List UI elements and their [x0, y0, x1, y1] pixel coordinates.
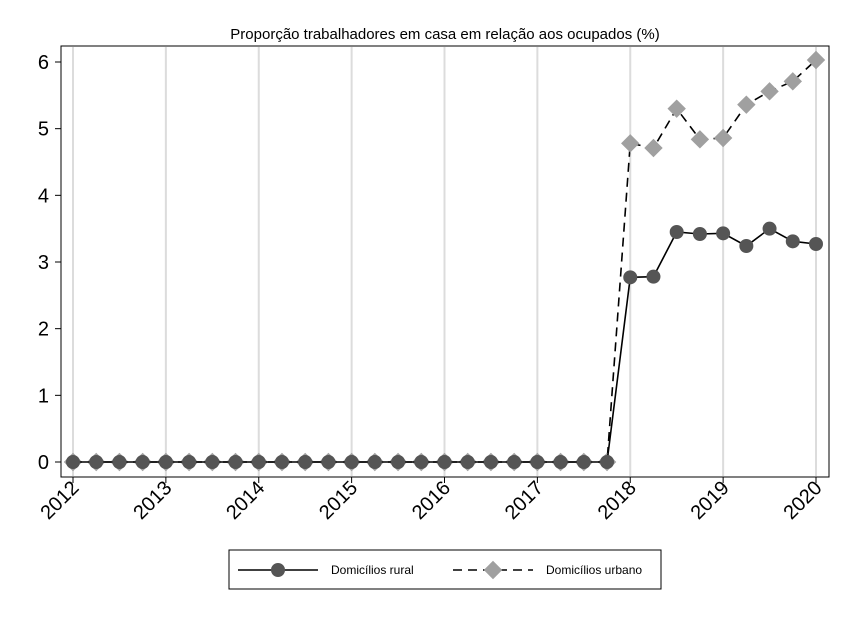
data-point-rural-29	[739, 239, 754, 253]
legend-marker-rural	[271, 563, 285, 577]
data-point-rural-12	[344, 455, 359, 469]
x-tick-label-2016: 2016	[408, 477, 455, 524]
data-point-rural-18	[483, 455, 498, 469]
data-point-rural-6	[205, 455, 220, 469]
data-point-rural-26	[669, 225, 684, 239]
data-point-rural-24	[623, 270, 638, 285]
data-point-urbano-26	[667, 99, 686, 118]
data-point-rural-2	[112, 455, 127, 469]
data-point-urbano-28	[713, 128, 733, 148]
data-point-rural-0	[66, 455, 80, 469]
y-tick-label-1: 1	[38, 385, 49, 407]
y-tick-label-5: 5	[38, 119, 49, 141]
x-tick-label-2017: 2017	[501, 477, 548, 524]
data-point-rural-19	[507, 455, 522, 469]
data-point-urbano-32	[806, 50, 826, 70]
y-tick-label-4: 4	[38, 185, 49, 207]
chart-title: Proporção trabalhadores em casa em relaç…	[230, 26, 659, 43]
data-point-urbano-25	[644, 138, 663, 158]
legend-label-urbano: Domicílios urbano	[546, 563, 642, 577]
data-point-rural-15	[414, 455, 429, 469]
series	[63, 50, 826, 472]
data-point-rural-27	[692, 227, 707, 241]
x-tick-label-2020: 2020	[780, 477, 827, 524]
data-point-rural-8	[251, 455, 266, 469]
y-tick-label-6: 6	[38, 52, 49, 74]
y-tick-label-0: 0	[38, 452, 49, 474]
series-rural	[66, 221, 823, 469]
data-point-rural-30	[762, 221, 777, 236]
data-point-rural-21	[553, 455, 568, 469]
x-tick-label-2019: 2019	[687, 477, 734, 524]
x-tick-label-2015: 2015	[315, 477, 362, 524]
legend: Domicílios rural Domicílios urbano	[228, 549, 662, 590]
data-point-rural-25	[646, 269, 661, 284]
data-point-rural-16	[437, 455, 452, 469]
data-point-rural-9	[274, 455, 289, 469]
data-point-rural-23	[600, 455, 615, 469]
grid-lines	[72, 47, 817, 476]
data-point-urbano-27	[690, 130, 710, 149]
data-point-urbano-24	[621, 134, 640, 153]
x-tick-label-2012: 2012	[37, 477, 84, 524]
data-point-rural-5	[182, 455, 197, 469]
data-point-rural-4	[158, 455, 173, 469]
x-tick-label-2014: 2014	[222, 477, 269, 524]
y-tick-label-3: 3	[38, 252, 49, 274]
data-point-rural-17	[460, 455, 475, 469]
data-point-rural-22	[576, 455, 591, 469]
data-point-rural-11	[321, 455, 336, 469]
data-point-rural-20	[530, 455, 545, 469]
data-point-rural-7	[228, 455, 243, 469]
legend-label-rural: Domicílios rural	[331, 563, 414, 577]
data-point-rural-13	[367, 455, 382, 469]
y-tick-label-2: 2	[38, 319, 49, 341]
axes: 2012 2013 2014 2015 2016 2017 2018 2019 2020 0 1 2 3…	[37, 45, 830, 524]
x-tick-label-2013: 2013	[129, 477, 176, 524]
data-point-rural-1	[89, 455, 104, 469]
x-tick-label-2018: 2018	[594, 477, 641, 524]
legend-marker-urbano	[483, 560, 503, 580]
data-point-urbano-30	[760, 82, 779, 101]
data-point-rural-28	[716, 226, 731, 241]
data-point-rural-10	[298, 455, 313, 469]
data-point-rural-31	[785, 234, 800, 249]
data-point-urbano-31	[783, 72, 802, 91]
data-point-rural-14	[391, 455, 406, 469]
data-point-urbano-29	[737, 95, 756, 114]
data-point-rural-32	[809, 237, 823, 251]
data-point-rural-3	[135, 455, 150, 469]
